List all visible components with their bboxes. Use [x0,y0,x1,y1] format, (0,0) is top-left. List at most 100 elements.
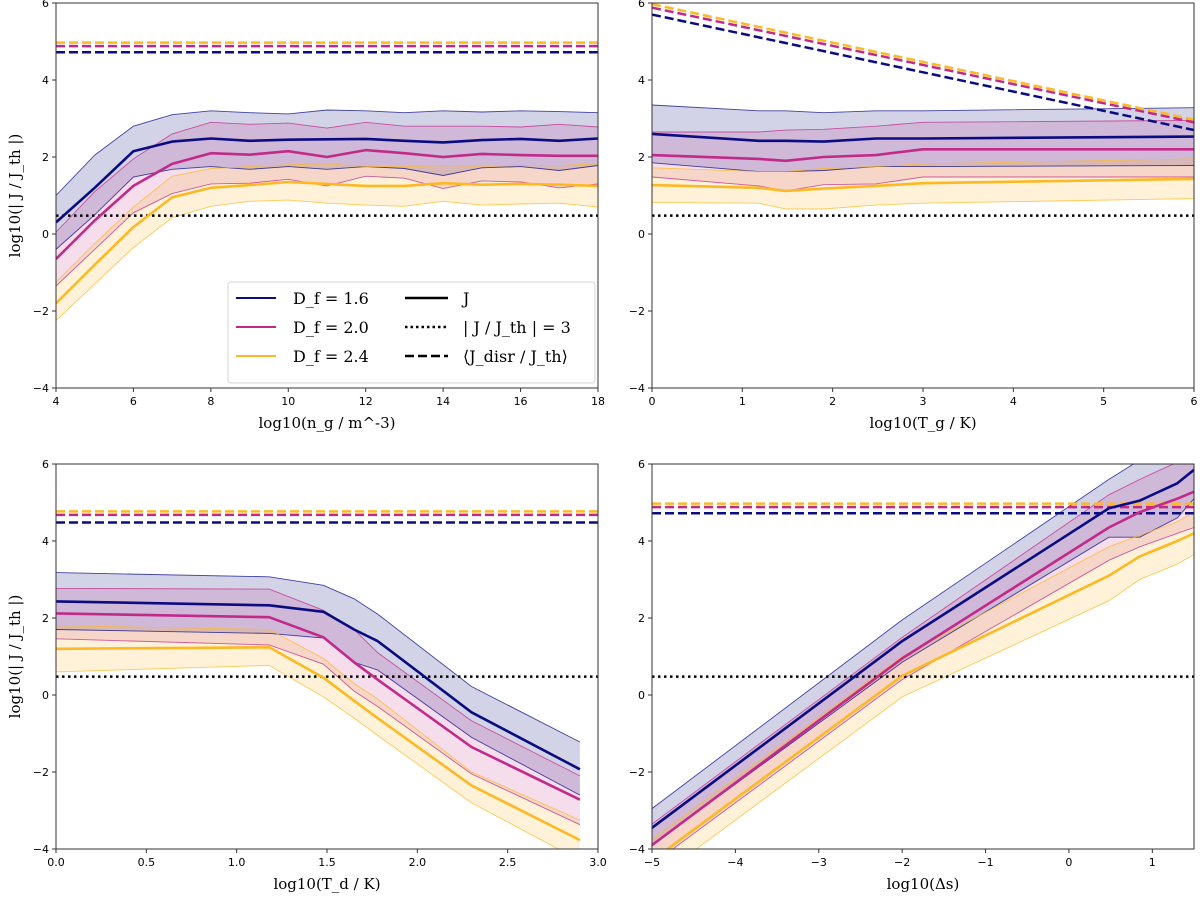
j-line-24 [652,177,1194,193]
x-tick-label: 3.0 [589,856,607,869]
axes-frame [651,463,1195,850]
y-tick-label: −4 [629,382,645,395]
x-tick-label: −3 [811,856,827,869]
y-tick-label: −4 [33,843,49,856]
band-edge-lower [56,175,598,287]
axes-frame [55,2,599,389]
j-line-16 [56,600,581,771]
x-tick-label: 16 [514,395,528,408]
x-axis-label: log10(T_g / K) [869,414,976,432]
x-tick-label: 0 [649,395,656,408]
x-tick-label: 6 [1191,395,1198,408]
y-tick-label: −4 [629,843,645,856]
panel-bottom-left: 0.0 0.5 1.0 1.5 2.0 2.5 3.0 −4 −2 0 2 4 6 log10(T_d /… [6,458,607,893]
band-edge-upper [56,572,581,743]
band-edge-lower [56,638,581,826]
band-20 [56,122,598,286]
legend-box [227,281,596,384]
band-edge-upper [652,464,1135,809]
legend-label-df16: D_f = 1.6 [293,289,369,308]
x-tick-label: −5 [644,856,660,869]
disruption-line-24 [652,3,1194,121]
legend-label-df24: D_f = 2.4 [293,347,369,366]
y-tick-label: 0 [42,689,49,702]
band-edge-lower [652,198,1194,210]
band-edge-lower [695,554,1194,849]
band-edge-lower [56,199,598,321]
x-tick-label: 10 [281,395,295,408]
x-tick-label: −4 [727,856,743,869]
band-edge-upper [652,119,1194,133]
y-tick-label: −4 [33,382,49,395]
x-tick-label: 4 [53,395,60,408]
x-axis-label: log10(Δs) [887,875,960,893]
x-tick-label: 6 [130,395,137,408]
y-tick-label: 2 [42,151,49,164]
x-tick-label: 3 [920,395,927,408]
band-edge-lower [652,176,1194,192]
legend-label-disr: ⟨J_disr / J_th⟩ [463,347,568,366]
band-edge-upper [56,625,581,821]
y-tick-label: 0 [42,228,49,241]
x-tick-label: 1 [1149,856,1156,869]
plot-area [56,510,598,849]
x-tick-label: 1.5 [318,856,336,869]
x-tick-label: 1.0 [228,856,246,869]
y-tick-label: 4 [638,74,645,87]
panel-top-left: 4 6 8 10 12 14 16 18 −4 −2 0 2 4 6 log10(n_g / m^-3) lo… [6,0,605,432]
j-line-20 [56,612,581,801]
legend: D_f = 1.6 D_f = 2.0 D_f = 2.4 J | J / J_… [227,281,596,384]
legend-label-threshold: | J / J_th | = 3 [463,318,571,337]
x-tick-label: −1 [977,856,993,869]
y-axis-label: log10(| J / J_th |) [6,595,24,719]
j-line-24 [665,532,1194,849]
x-tick-label: 2.5 [499,856,517,869]
band-edge-upper [652,158,1194,173]
disruption-line-16 [652,13,1194,132]
band-edge-upper [56,163,598,283]
y-tick-label: 0 [638,689,645,702]
y-axis-label: log10(| J / J_th |) [6,134,24,258]
y-tick-label: 6 [42,0,49,10]
j-line-20 [652,490,1194,847]
y-tick-label: −2 [33,305,49,318]
x-tick-label: 0 [1065,856,1072,869]
y-tick-label: 4 [42,74,49,87]
x-axis-label: log10(T_d / K) [273,875,380,893]
plot-area [652,3,1194,217]
j-line-20 [652,148,1194,163]
x-tick-label: 1 [739,395,746,408]
band-edge-upper [56,109,598,196]
x-tick-label: 0.5 [138,856,156,869]
y-tick-label: 6 [638,458,645,471]
band-edge-lower [672,527,1194,849]
x-tick-label: −2 [894,856,910,869]
legend-label-df20: D_f = 2.0 [293,318,369,337]
y-tick-label: 2 [42,612,49,625]
band-16 [56,110,598,250]
band-edge-lower [652,498,1194,846]
y-tick-label: −2 [33,766,49,779]
x-axis-label: log10(n_g / m^-3) [259,414,396,432]
j-line-24 [56,180,598,305]
y-tick-label: 2 [638,151,645,164]
j-line-24 [56,645,581,842]
disruption-line-20 [652,6,1194,124]
plot-area [652,464,1194,849]
y-tick-label: 2 [638,612,645,625]
y-tick-label: 4 [638,535,645,548]
y-tick-label: −2 [629,305,645,318]
band-edge-lower [56,165,598,250]
x-tick-label: 2 [829,395,836,408]
y-tick-label: 0 [638,228,645,241]
band-24 [652,512,1194,849]
j-line-16 [652,132,1194,143]
y-tick-label: 6 [42,458,49,471]
band-edge-lower [56,664,560,849]
x-tick-label: 14 [436,395,450,408]
x-tick-label: 5 [1100,395,1107,408]
legend-label-j: J [461,289,469,308]
j-line-16 [652,468,1194,829]
